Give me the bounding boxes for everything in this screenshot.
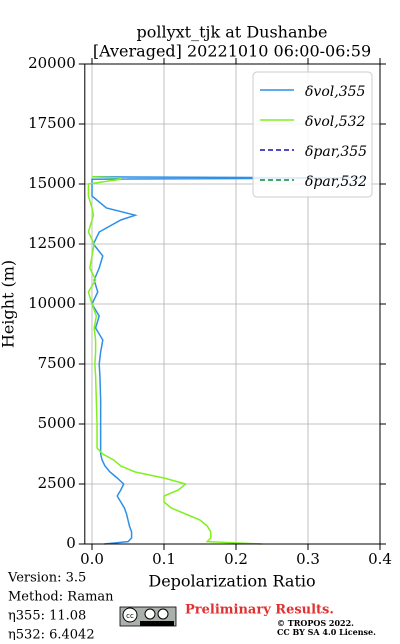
plot-frame (84, 63, 381, 545)
profile-line (91, 176, 366, 545)
y-tick-label: 15000 (28, 174, 76, 192)
legend-box (252, 71, 373, 198)
y-tick-label: 20000 (28, 54, 76, 72)
license: © TROPOS 2022. (277, 618, 354, 628)
x-tick-label: 0.4 (368, 550, 392, 568)
annotation: η532: 6.4042 (8, 628, 95, 641)
x-tick-label: 0.0 (80, 550, 104, 568)
svg-text:cc: cc (126, 612, 134, 620)
y-tick-label: 12500 (28, 234, 76, 252)
y-tick-label: 2500 (38, 474, 76, 492)
y-tick-label: 10000 (28, 294, 76, 312)
license: CC BY SA 4.0 License. (277, 627, 376, 637)
legend-label: δpar,355 (305, 144, 367, 160)
x-tick-label: 0.2 (224, 550, 248, 568)
legend-label: δpar,532 (305, 174, 367, 190)
y-tick-label: 7500 (38, 354, 76, 372)
chart-subtitle: [Averaged] 20221010 06:00-06:59 (93, 42, 371, 61)
profile-line (87, 176, 262, 545)
legend: δvol,355 δvol,532 δpar,355 δpar,532 (252, 71, 373, 198)
legend-label: δvol,355 (305, 84, 366, 100)
chart-title: pollyxt_tjk at Dushanbe (136, 23, 327, 42)
y-axis-label: Height (m) (0, 260, 18, 348)
y-tick-label: 5000 (38, 414, 76, 432)
annotation: Version: 3.5 (7, 571, 86, 586)
x-tick-label: 0.3 (296, 550, 320, 568)
y-tick-label: 17500 (28, 114, 76, 132)
cc-badge: cc (119, 606, 177, 627)
annotation: η355: 11.08 (8, 609, 86, 624)
annotation: Method: Raman (8, 590, 114, 605)
stamp: Preliminary Results. (185, 603, 334, 618)
x-axis-label: Depolarization Ratio (148, 572, 315, 591)
legend-label: δvol,532 (305, 114, 366, 130)
x-tick-label: 0.1 (152, 550, 176, 568)
y-tick-label: 0 (66, 534, 76, 552)
